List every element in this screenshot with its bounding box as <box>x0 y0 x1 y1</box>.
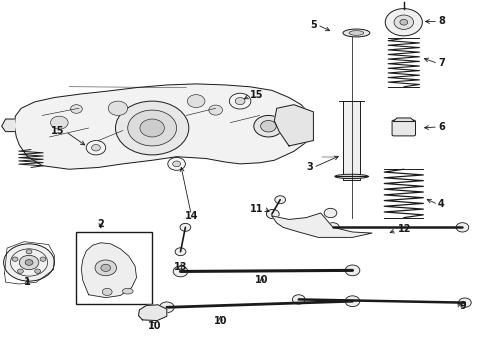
Text: 15: 15 <box>50 126 64 135</box>
Circle shape <box>229 93 251 109</box>
Polygon shape <box>1 119 14 132</box>
Circle shape <box>267 210 277 218</box>
Circle shape <box>168 157 185 170</box>
Polygon shape <box>393 118 415 122</box>
Polygon shape <box>274 105 314 146</box>
Text: 13: 13 <box>174 262 187 272</box>
Circle shape <box>459 298 471 307</box>
Polygon shape <box>272 213 372 237</box>
Ellipse shape <box>122 288 133 294</box>
Circle shape <box>95 260 117 276</box>
Circle shape <box>293 295 305 304</box>
Circle shape <box>327 223 339 232</box>
Circle shape <box>116 101 189 155</box>
Text: 10: 10 <box>148 321 162 331</box>
Circle shape <box>275 196 286 204</box>
Text: 12: 12 <box>397 225 411 234</box>
Text: 3: 3 <box>307 162 314 172</box>
Circle shape <box>128 110 176 146</box>
Circle shape <box>101 264 111 271</box>
Circle shape <box>209 105 222 115</box>
Circle shape <box>102 288 112 296</box>
Circle shape <box>180 224 191 231</box>
Circle shape <box>140 119 164 137</box>
Ellipse shape <box>343 29 370 37</box>
Circle shape <box>172 161 180 167</box>
Polygon shape <box>14 84 314 169</box>
Text: 5: 5 <box>311 20 318 30</box>
Bar <box>343 101 360 180</box>
Text: 7: 7 <box>438 58 445 68</box>
Circle shape <box>108 101 128 116</box>
Circle shape <box>345 265 360 276</box>
Circle shape <box>35 269 41 273</box>
Circle shape <box>235 98 245 105</box>
FancyBboxPatch shape <box>392 120 416 136</box>
Circle shape <box>345 296 360 307</box>
Circle shape <box>40 257 46 261</box>
Text: 10: 10 <box>214 316 227 325</box>
Circle shape <box>12 257 18 261</box>
Circle shape <box>394 15 414 30</box>
Circle shape <box>26 249 32 254</box>
Circle shape <box>3 244 54 281</box>
Ellipse shape <box>335 174 368 179</box>
Circle shape <box>173 266 188 277</box>
Text: 11: 11 <box>250 204 264 214</box>
Text: 2: 2 <box>98 219 104 229</box>
Circle shape <box>187 95 205 108</box>
Ellipse shape <box>349 31 364 35</box>
Circle shape <box>86 140 106 155</box>
Text: 14: 14 <box>185 211 198 221</box>
Circle shape <box>159 302 174 313</box>
Text: 1: 1 <box>24 277 31 287</box>
Text: 6: 6 <box>438 122 445 132</box>
Circle shape <box>71 105 82 113</box>
Text: 9: 9 <box>460 301 467 311</box>
Circle shape <box>400 19 408 25</box>
Circle shape <box>50 116 68 129</box>
Text: 8: 8 <box>438 17 445 27</box>
Circle shape <box>175 248 186 256</box>
Polygon shape <box>81 243 137 298</box>
Text: 10: 10 <box>255 275 269 285</box>
Text: 15: 15 <box>250 90 264 100</box>
Circle shape <box>254 116 283 137</box>
Bar <box>76 232 152 304</box>
Polygon shape <box>139 305 167 320</box>
Circle shape <box>324 208 337 218</box>
Circle shape <box>456 223 469 232</box>
Circle shape <box>18 269 24 273</box>
Circle shape <box>19 255 39 270</box>
Text: 4: 4 <box>438 199 445 210</box>
Circle shape <box>261 121 276 132</box>
Circle shape <box>25 260 33 265</box>
Circle shape <box>267 210 279 219</box>
Circle shape <box>92 144 100 151</box>
Circle shape <box>385 9 422 36</box>
